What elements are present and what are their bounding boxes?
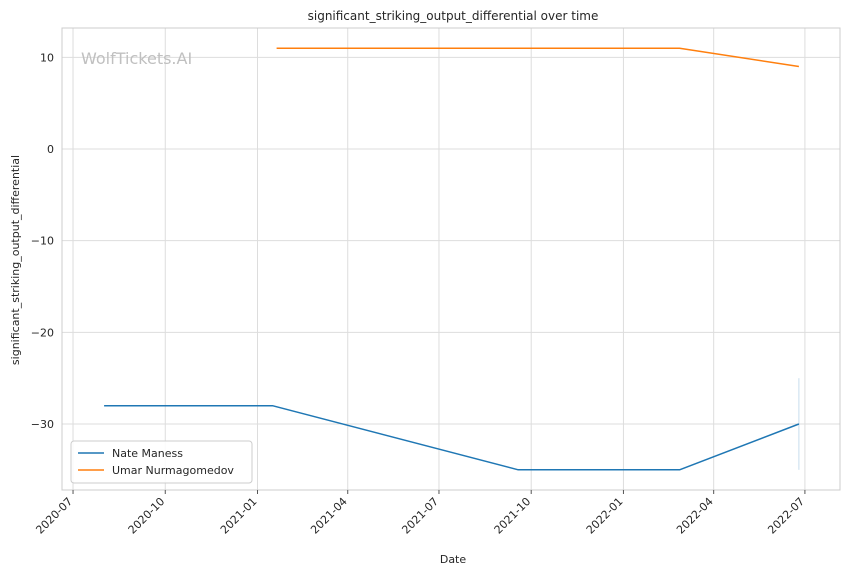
- y-tick-label: −20: [31, 326, 54, 339]
- chart-title: significant_striking_output_differential…: [308, 9, 599, 23]
- y-tick-label: −30: [31, 418, 54, 431]
- legend: Nate Maness Umar Nurmagomedov: [70, 440, 253, 484]
- y-tick-label: 0: [47, 143, 54, 156]
- legend-label-umar-nurmagomedov: Umar Nurmagomedov: [112, 464, 234, 477]
- x-axis-label: Date: [440, 553, 467, 566]
- series-line-nate-maness: [104, 404, 800, 471]
- y-tick-label: −10: [31, 235, 54, 248]
- legend-box: [70, 440, 253, 484]
- watermark: WolfTickets.AI: [81, 49, 192, 68]
- plot-frame: [61, 27, 841, 491]
- series-line-umar-nurmagomedov: [276, 47, 800, 68]
- legend-label-nate-maness: Nate Maness: [112, 447, 183, 460]
- y-axis-label: significant_striking_output_differential: [9, 155, 22, 365]
- grid: [62, 28, 840, 490]
- y-tick-label: 10: [40, 51, 54, 64]
- series-layer: [104, 47, 800, 471]
